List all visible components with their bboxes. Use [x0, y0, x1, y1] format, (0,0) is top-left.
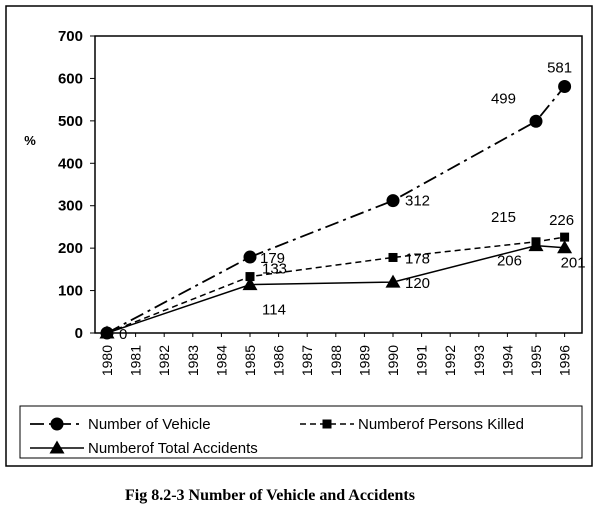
- y-tick-label: 500: [58, 113, 83, 130]
- y-tick-label: 300: [58, 198, 83, 215]
- x-tick-label: 1990: [385, 345, 401, 376]
- square-marker: [388, 252, 398, 262]
- series-line: [106, 236, 565, 334]
- x-axis-ticks: 1980 1981 1982 1983 1984 1985 1986 1987 1988 1989…: [99, 333, 573, 376]
- data-label: 114: [262, 302, 286, 319]
- x-tick-label: 1988: [328, 345, 344, 376]
- y-tick-label: 600: [58, 70, 83, 87]
- circle-marker: [529, 114, 543, 128]
- series-markers: [99, 79, 573, 340]
- plot-area: [94, 35, 583, 334]
- data-label: 226: [549, 212, 574, 229]
- square-marker: [560, 232, 570, 242]
- legend: Number of Vehicle Numberof Persons Killed…: [19, 405, 583, 459]
- triangle-marker: [528, 238, 544, 252]
- x-tick-label: 1989: [356, 345, 372, 376]
- x-tick-label: 1987: [299, 345, 315, 376]
- data-label: 120: [405, 275, 430, 292]
- x-tick-label: 1994: [499, 345, 515, 376]
- x-tick-label: 1984: [213, 345, 229, 376]
- x-tick-label: 1982: [156, 345, 172, 376]
- data-label: 581: [547, 59, 572, 76]
- data-label: 201: [561, 255, 586, 272]
- x-tick-label: 1985: [242, 345, 258, 376]
- circle-marker: [386, 194, 400, 208]
- triangle-marker: [99, 325, 115, 339]
- circle-marker: [50, 417, 64, 431]
- y-tick-label: 200: [58, 240, 83, 257]
- data-label: 206: [497, 253, 522, 270]
- data-label: 215: [491, 209, 516, 226]
- y-tick-label: 0: [75, 325, 83, 342]
- x-tick-label: 1996: [557, 345, 573, 376]
- x-tick-label: 1983: [185, 345, 201, 376]
- data-label: 179: [260, 250, 285, 267]
- x-tick-label: 1981: [128, 345, 144, 376]
- legend-label: Number of Vehicle: [88, 416, 211, 433]
- y-tick-label: 700: [58, 28, 83, 45]
- y-axis-label: %: [24, 133, 36, 148]
- legend-label: Numberof Persons Killed: [358, 416, 524, 433]
- data-label: 312: [405, 193, 430, 210]
- data-label: 178: [405, 250, 430, 267]
- x-tick-label: 1995: [528, 345, 544, 376]
- legend-box: [19, 405, 583, 459]
- square-marker: [245, 272, 255, 282]
- triangle-marker: [557, 240, 573, 254]
- x-tick-label: 1991: [414, 345, 430, 376]
- data-labels: 0 179 312 499 581 133 178 215 226 114 120 206 201: [119, 59, 586, 343]
- square-marker: [322, 419, 332, 429]
- triangle-marker: [242, 277, 258, 291]
- data-label: 133: [262, 261, 287, 278]
- y-axis-ticks: 0 100 200 300 400 500 600 700: [58, 28, 95, 342]
- circle-marker: [243, 250, 257, 264]
- triangle-marker: [49, 440, 65, 454]
- data-label: 0: [119, 326, 127, 343]
- x-tick-label: 1992: [442, 345, 458, 376]
- x-tick-label: 1986: [271, 345, 287, 376]
- x-tick-label: 1980: [99, 345, 115, 376]
- figure-caption: Fig 8.2-3 Number of Vehicle and Accident…: [125, 487, 415, 504]
- x-tick-label: 1993: [471, 345, 487, 376]
- y-tick-label: 400: [58, 155, 83, 172]
- triangle-marker: [385, 274, 401, 288]
- series-line: [106, 85, 566, 334]
- data-label: 499: [491, 90, 516, 107]
- circle-marker: [558, 79, 572, 93]
- legend-label: Numberof Total Accidents: [88, 440, 258, 457]
- y-tick-label: 100: [58, 283, 83, 300]
